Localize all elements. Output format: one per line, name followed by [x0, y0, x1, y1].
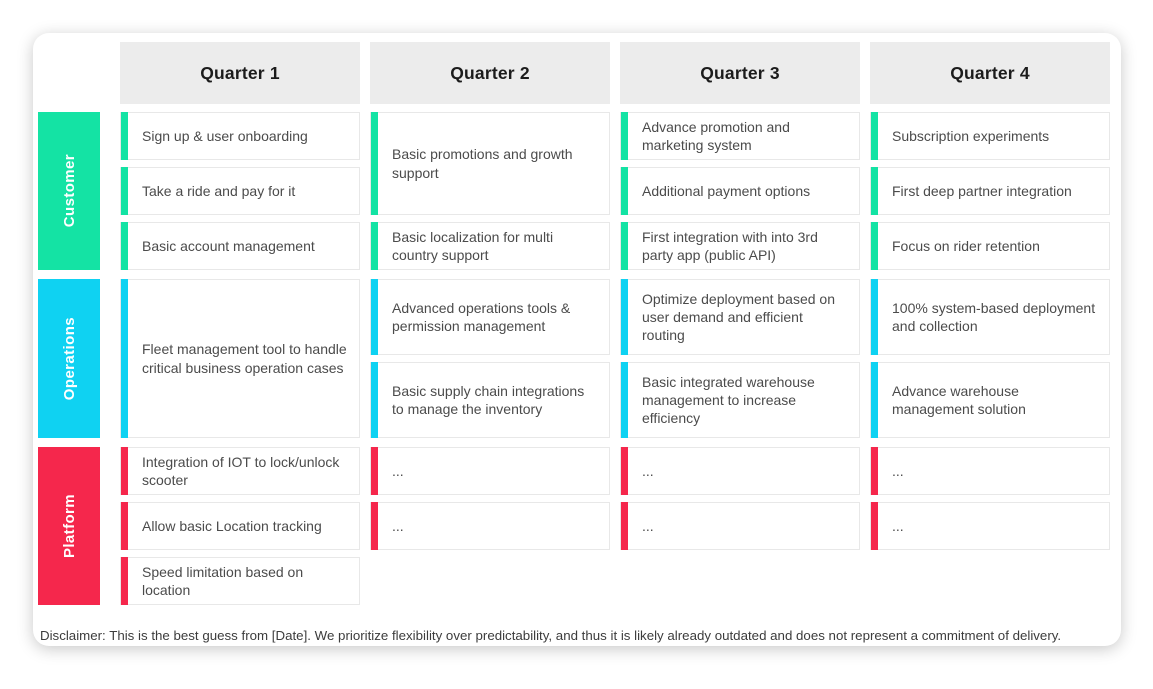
- disclaimer-text: Disclaimer: This is the best guess from …: [40, 628, 1062, 643]
- task-cell-text: Advance warehouse management solution: [892, 382, 1026, 417]
- quarter-column-1: Sign up & user onboarding Take a ride and…: [120, 112, 360, 270]
- task-cell-text: Basic promotions and growth support: [392, 146, 573, 181]
- row-label-text: Customer: [60, 154, 78, 228]
- task-cell: First integration with into 3rd party ap…: [620, 222, 860, 270]
- task-cell: Advance promotion and marketing system: [620, 112, 860, 160]
- task-cell: Speed limitation based on location: [120, 557, 360, 605]
- quarter-column-2: ......: [370, 447, 610, 605]
- task-cell: Advance warehouse management solution: [870, 362, 1110, 438]
- task-cell-text: ...: [892, 517, 904, 534]
- row-group-customer: Customer Sign up & user onboarding Take a …: [38, 112, 1110, 270]
- task-cell: Additional payment options: [620, 167, 860, 215]
- quarter-header-4: Quarter 4: [870, 42, 1110, 104]
- task-cell-text: First integration with into 3rd party ap…: [642, 228, 818, 263]
- quarter-header-2: Quarter 2: [370, 42, 610, 104]
- task-cell-text: Advance promotion and marketing system: [642, 118, 790, 153]
- quarter-column-4: Subscription experiments First deep partn…: [870, 112, 1110, 270]
- task-cell-text: Speed limitation based on location: [142, 563, 304, 598]
- task-cell: Sign up & user onboarding: [120, 112, 360, 160]
- task-cell: Optimize deployment based on user demand…: [620, 279, 860, 355]
- task-cell: Fleet management tool to handle critical…: [120, 279, 360, 438]
- quarter-column-4: 100% system-based deployment and collect…: [870, 279, 1110, 438]
- task-cell-text: Allow basic Location tracking: [142, 517, 322, 534]
- task-cell: Basic integrated warehouse management to…: [620, 362, 860, 438]
- task-cell: 100% system-based deployment and collect…: [870, 279, 1110, 355]
- task-cell-text: Focus on rider retention: [892, 237, 1040, 254]
- task-cell: ...: [620, 447, 860, 495]
- task-cell: ...: [870, 447, 1110, 495]
- task-cell: Allow basic Location tracking: [120, 502, 360, 550]
- task-cell: Take a ride and pay for it: [120, 167, 360, 215]
- task-cell: Advanced operations tools & permission m…: [370, 279, 610, 355]
- task-cell: Integration of IOT to lock/unlock scoote…: [120, 447, 360, 495]
- task-cell-text: Basic localization for multi country sup…: [392, 228, 554, 263]
- task-cell-text: Fleet management tool to handle critical…: [142, 341, 347, 376]
- task-cell-text: Take a ride and pay for it: [142, 182, 296, 199]
- task-cell: ...: [870, 502, 1110, 550]
- quarter-header-3: Quarter 3: [620, 42, 860, 104]
- task-cell-text: Basic supply chain integrations to manag…: [392, 382, 585, 417]
- quarter-header-1: Quarter 1: [120, 42, 360, 104]
- task-cell: Basic account management: [120, 222, 360, 270]
- task-cell: Basic supply chain integrations to manag…: [370, 362, 610, 438]
- task-cell-text: Integration of IOT to lock/unlock scoote…: [142, 453, 340, 488]
- quarter-column-3: ......: [620, 447, 860, 605]
- quarter-column-4: ......: [870, 447, 1110, 605]
- quarter-column-3: Optimize deployment based on user demand…: [620, 279, 860, 438]
- task-cell-text: Optimize deployment based on user demand…: [642, 290, 835, 344]
- task-cell-text: Subscription experiments: [892, 127, 1050, 144]
- roadmap-body: Customer Sign up & user onboarding Take a …: [38, 112, 1110, 614]
- quarter-column-1: Integration of IOT to lock/unlock scoote…: [120, 447, 360, 605]
- task-cell: First deep partner integration: [870, 167, 1110, 215]
- quarter-column-2: Advanced operations tools & permission m…: [370, 279, 610, 438]
- task-cell: Subscription experiments: [870, 112, 1110, 160]
- quarter-column-1: Fleet management tool to handle critical…: [120, 279, 360, 438]
- task-cell: ...: [370, 502, 610, 550]
- task-cell: Basic promotions and growth support: [370, 112, 610, 215]
- task-cell-text: 100% system-based deployment and collect…: [892, 299, 1096, 334]
- row-label-customer: Customer: [38, 112, 100, 270]
- row-label-platform: Platform: [38, 447, 100, 605]
- task-cell-text: Basic account management: [142, 237, 315, 254]
- task-cell-text: Sign up & user onboarding: [142, 127, 308, 144]
- quarter-column-2: Basic promotions and growth support Basic…: [370, 112, 610, 270]
- task-cell-text: ...: [392, 462, 404, 479]
- task-cell: ...: [620, 502, 860, 550]
- task-cell-text: ...: [392, 517, 404, 534]
- task-cell-text: ...: [642, 517, 654, 534]
- row-group-platform: Platform Integration of IOT to lock/unloc…: [38, 447, 1110, 605]
- header-spacer: [38, 42, 100, 104]
- task-cell: Basic localization for multi country sup…: [370, 222, 610, 270]
- task-cell-text: First deep partner integration: [892, 182, 1072, 199]
- task-cell: Focus on rider retention: [870, 222, 1110, 270]
- task-cell-text: ...: [642, 462, 654, 479]
- row-label-operations: Operations: [38, 279, 100, 438]
- task-cell-text: ...: [892, 462, 904, 479]
- task-cell-text: Additional payment options: [642, 182, 811, 199]
- roadmap-card: Quarter 1 Quarter 2 Quarter 3 Quarter 4 Cus…: [33, 33, 1121, 646]
- task-cell-text: Basic integrated warehouse management to…: [642, 373, 815, 427]
- quarter-header-row: Quarter 1 Quarter 2 Quarter 3 Quarter 4: [38, 42, 1110, 104]
- row-group-operations: Operations Fleet management tool to handl…: [38, 279, 1110, 438]
- row-label-text: Operations: [60, 316, 78, 401]
- task-cell: ...: [370, 447, 610, 495]
- quarter-column-3: Advance promotion and marketing system Ad…: [620, 112, 860, 270]
- task-cell-text: Advanced operations tools & permission m…: [392, 299, 571, 334]
- row-label-text: Platform: [60, 493, 78, 559]
